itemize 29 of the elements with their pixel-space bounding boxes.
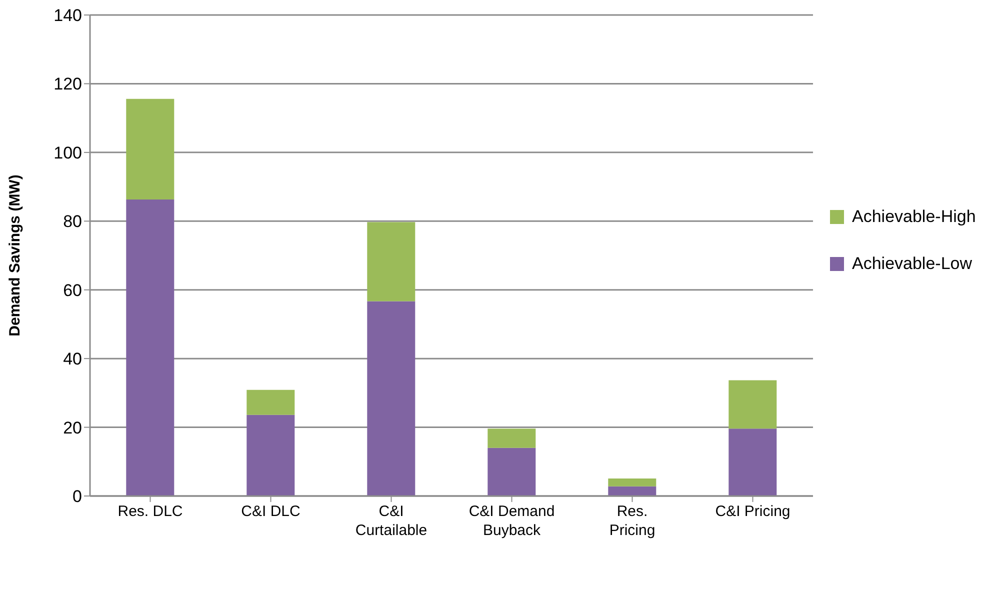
bar [608, 486, 656, 496]
bar [367, 301, 416, 496]
bar [728, 380, 777, 429]
x-tick-label: C&I DLC [241, 503, 301, 520]
y-tick-label: 100 [54, 143, 82, 162]
y-tick-label: 40 [63, 350, 82, 369]
legend-label: Achievable-High [852, 206, 976, 226]
bar [728, 428, 777, 496]
bar [126, 200, 174, 496]
bar [367, 222, 416, 302]
x-tick-label: C&I Curtailable [355, 503, 428, 539]
y-tick-label: 120 [54, 74, 82, 94]
bar [488, 428, 536, 448]
bar [608, 478, 656, 486]
y-tick-label: 60 [63, 280, 82, 300]
bar [488, 448, 536, 496]
x-tick-label: C&I Demand Buyback [468, 503, 555, 539]
bar [126, 98, 174, 200]
bar [246, 414, 295, 496]
x-tick-label: Res. Pricing [609, 503, 656, 539]
legend-label: Achievable-Low [852, 254, 972, 274]
x-tick-label: C&I Pricing [715, 503, 790, 520]
y-tick-label: 140 [54, 6, 82, 26]
y-tick-label: 80 [63, 212, 82, 232]
x-tick-label: Res. DLC [118, 503, 183, 520]
y-axis-title: Demand Savings (MW) [6, 174, 24, 336]
y-tick-label: 20 [63, 418, 82, 438]
bar [246, 390, 295, 415]
y-tick-label: 0 [72, 487, 82, 506]
